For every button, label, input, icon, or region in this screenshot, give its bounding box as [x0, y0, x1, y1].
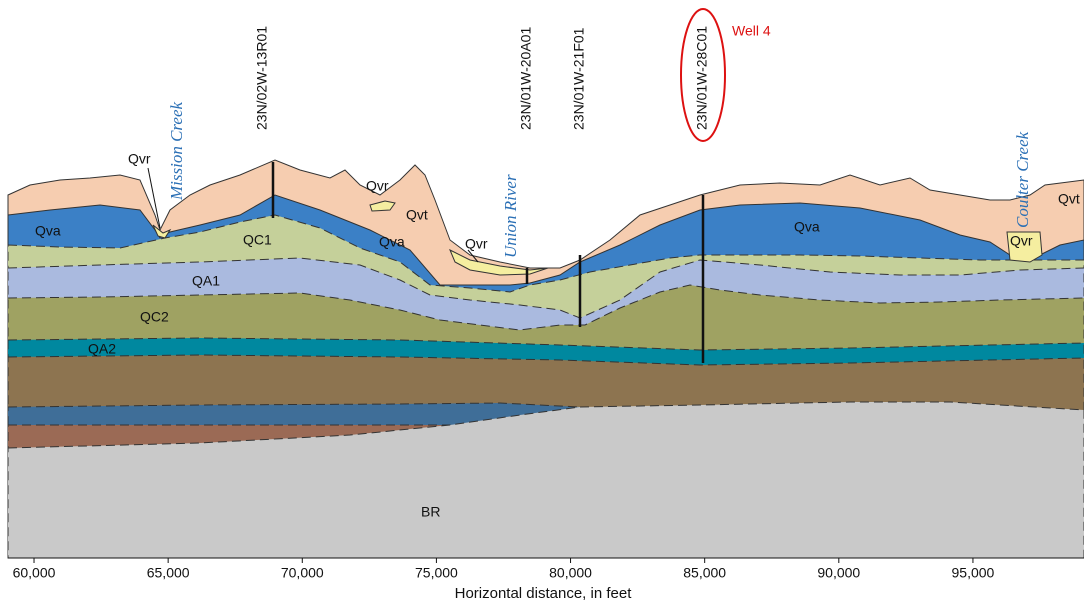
x-tick-label: 95,000 — [952, 565, 995, 581]
annotation: Well 4 — [732, 23, 771, 39]
x-tick-label: 80,000 — [549, 565, 592, 581]
stream-label: Coulter Creek — [1013, 131, 1032, 228]
well-label: 23N/01W-28C01 — [694, 26, 710, 130]
unit-label: QC1 — [243, 232, 272, 248]
cross-section: 23N/02W-13R01 23N/01W-20A01 23N/01W-21F0… — [0, 0, 1084, 605]
unit-label: Qvr — [1010, 233, 1033, 249]
x-tick-label: 65,000 — [147, 565, 190, 581]
unit-label: Qvr — [465, 236, 488, 252]
x-tick-label: 90,000 — [817, 565, 860, 581]
unit-label: Qva — [35, 223, 61, 239]
x-tick-label: 60,000 — [13, 565, 56, 581]
well-label: 23N/02W-13R01 — [254, 26, 270, 130]
unit-label: QA1 — [192, 273, 220, 289]
x-tick-label: 70,000 — [281, 565, 324, 581]
x-axis-label: Horizontal distance, in feet — [455, 585, 633, 602]
layers — [8, 160, 1084, 558]
well-label: 23N/01W-21F01 — [571, 27, 587, 130]
unit-label: Qvr — [128, 151, 151, 167]
x-tick-label: 85,000 — [683, 565, 726, 581]
unit-label: QC2 — [140, 309, 169, 325]
unit-label: BR — [421, 504, 440, 520]
unit-label: QA2 — [88, 341, 116, 357]
unit-label: Qvt — [406, 207, 428, 223]
unit-label: Qvr — [366, 178, 389, 194]
x-tick-label: 75,000 — [415, 565, 458, 581]
unit-label: Qvt — [1058, 191, 1080, 207]
stream-label: Mission Creek — [167, 101, 186, 201]
stream-label: Union River — [501, 174, 520, 258]
unit-label: Qva — [794, 219, 820, 235]
unit-label: Qva — [379, 234, 405, 250]
well-label: 23N/01W-20A01 — [518, 27, 534, 130]
